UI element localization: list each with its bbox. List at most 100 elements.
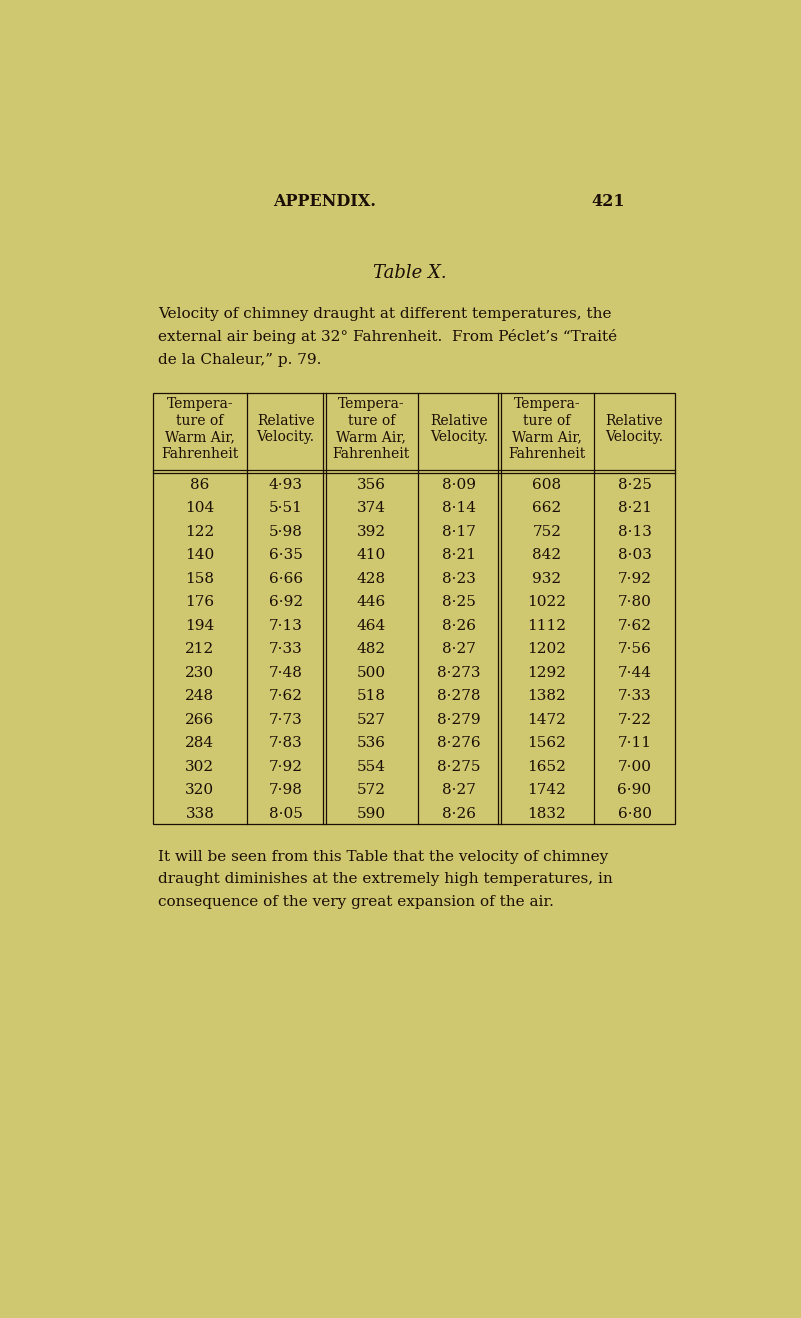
- Text: 392: 392: [356, 525, 386, 539]
- Text: de la Chaleur,” p. 79.: de la Chaleur,” p. 79.: [159, 353, 322, 366]
- Text: 8·17: 8·17: [442, 525, 476, 539]
- Text: 7·11: 7·11: [618, 737, 651, 750]
- Text: 7·80: 7·80: [618, 596, 651, 609]
- Text: 7·44: 7·44: [618, 666, 651, 680]
- Text: 284: 284: [185, 737, 215, 750]
- Text: Relative: Relative: [430, 414, 488, 428]
- Text: 482: 482: [356, 642, 386, 656]
- Text: 122: 122: [185, 525, 215, 539]
- Text: 7·22: 7·22: [618, 713, 651, 726]
- Text: 5·51: 5·51: [268, 501, 303, 515]
- Text: 320: 320: [185, 783, 215, 797]
- Text: 1202: 1202: [527, 642, 566, 656]
- Text: Tempera-: Tempera-: [513, 397, 580, 411]
- Text: 7·73: 7·73: [268, 713, 303, 726]
- Text: 8·03: 8·03: [618, 548, 651, 563]
- Text: ture of: ture of: [176, 414, 223, 428]
- Text: 7·56: 7·56: [618, 642, 651, 656]
- Text: 338: 338: [186, 807, 215, 821]
- Text: 7·13: 7·13: [268, 619, 303, 633]
- Text: Velocity.: Velocity.: [430, 431, 488, 444]
- Text: Fahrenheit: Fahrenheit: [332, 447, 410, 461]
- Text: Relative: Relative: [606, 414, 663, 428]
- Text: 8·27: 8·27: [442, 783, 476, 797]
- Text: 86: 86: [190, 478, 210, 492]
- Text: 8·25: 8·25: [442, 596, 476, 609]
- Text: 1562: 1562: [527, 737, 566, 750]
- Text: 248: 248: [185, 689, 215, 704]
- Text: 1652: 1652: [527, 759, 566, 774]
- Text: 662: 662: [532, 501, 562, 515]
- Text: Fahrenheit: Fahrenheit: [508, 447, 586, 461]
- Text: 6·66: 6·66: [268, 572, 303, 587]
- Text: 608: 608: [532, 478, 562, 492]
- Text: 8·23: 8·23: [442, 572, 476, 587]
- Text: Tempera-: Tempera-: [167, 397, 233, 411]
- Text: 421: 421: [591, 192, 625, 210]
- Text: 8·273: 8·273: [437, 666, 481, 680]
- Text: 6·90: 6·90: [618, 783, 651, 797]
- Text: 266: 266: [185, 713, 215, 726]
- Text: 8·14: 8·14: [442, 501, 476, 515]
- Text: Velocity.: Velocity.: [256, 431, 315, 444]
- Text: 8·27: 8·27: [442, 642, 476, 656]
- Text: external air being at 32° Fahrenheit.  From Péclet’s “Traité: external air being at 32° Fahrenheit. Fr…: [159, 330, 618, 344]
- Text: 590: 590: [356, 807, 386, 821]
- Text: 158: 158: [185, 572, 215, 587]
- Text: 230: 230: [185, 666, 215, 680]
- Text: consequence of the very great expansion of the air.: consequence of the very great expansion …: [159, 895, 554, 909]
- Text: Warm Air,: Warm Air,: [336, 431, 406, 444]
- Text: Fahrenheit: Fahrenheit: [161, 447, 239, 461]
- Text: It will be seen from this Table that the velocity of chimney: It will be seen from this Table that the…: [159, 850, 609, 863]
- Text: 356: 356: [356, 478, 386, 492]
- Text: 8·278: 8·278: [437, 689, 481, 704]
- Text: 8·279: 8·279: [437, 713, 481, 726]
- Text: 8·21: 8·21: [442, 548, 476, 563]
- Text: 752: 752: [533, 525, 562, 539]
- Text: 140: 140: [185, 548, 215, 563]
- Text: 6·80: 6·80: [618, 807, 651, 821]
- Text: 410: 410: [356, 548, 386, 563]
- Text: 7·33: 7·33: [268, 642, 303, 656]
- Text: 8·26: 8·26: [442, 807, 476, 821]
- Text: 4·93: 4·93: [268, 478, 303, 492]
- Text: 8·21: 8·21: [618, 501, 651, 515]
- Text: 8·275: 8·275: [437, 759, 481, 774]
- Text: 518: 518: [356, 689, 386, 704]
- Text: 5·98: 5·98: [268, 525, 303, 539]
- Text: Tempera-: Tempera-: [338, 397, 405, 411]
- Text: 6·35: 6·35: [268, 548, 303, 563]
- Text: APPENDIX.: APPENDIX.: [273, 192, 376, 210]
- Text: 6·92: 6·92: [268, 596, 303, 609]
- Text: 7·00: 7·00: [618, 759, 651, 774]
- Text: 7·83: 7·83: [268, 737, 303, 750]
- Text: 8·05: 8·05: [268, 807, 303, 821]
- Text: 7·62: 7·62: [268, 689, 303, 704]
- Text: 7·92: 7·92: [618, 572, 651, 587]
- Text: 8·276: 8·276: [437, 737, 481, 750]
- Text: 7·33: 7·33: [618, 689, 651, 704]
- Text: 500: 500: [356, 666, 386, 680]
- Text: 842: 842: [532, 548, 562, 563]
- Text: 1022: 1022: [527, 596, 566, 609]
- Text: ture of: ture of: [523, 414, 570, 428]
- Text: Warm Air,: Warm Air,: [165, 431, 235, 444]
- Text: 7·98: 7·98: [268, 783, 303, 797]
- Bar: [153, 393, 675, 824]
- Text: 428: 428: [356, 572, 386, 587]
- Text: 176: 176: [185, 596, 215, 609]
- Text: 1112: 1112: [527, 619, 566, 633]
- Text: 554: 554: [356, 759, 386, 774]
- Text: ture of: ture of: [348, 414, 395, 428]
- Text: Relative: Relative: [257, 414, 315, 428]
- Text: 1472: 1472: [527, 713, 566, 726]
- Text: 8·25: 8·25: [618, 478, 651, 492]
- Text: 446: 446: [356, 596, 386, 609]
- Text: 374: 374: [356, 501, 386, 515]
- Text: 7·48: 7·48: [268, 666, 303, 680]
- Text: 8·13: 8·13: [618, 525, 651, 539]
- Text: 1292: 1292: [527, 666, 566, 680]
- Text: 1832: 1832: [527, 807, 566, 821]
- Text: Velocity of chimney draught at different temperatures, the: Velocity of chimney draught at different…: [159, 307, 612, 322]
- Text: 104: 104: [185, 501, 215, 515]
